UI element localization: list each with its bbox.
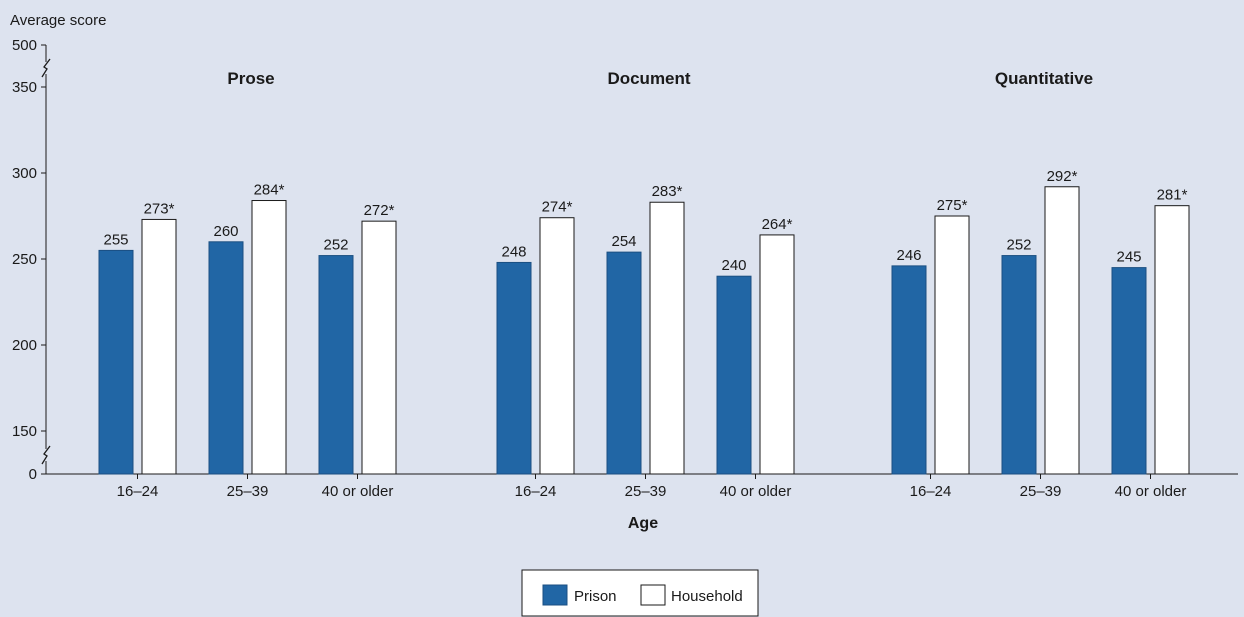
bar-prison xyxy=(716,275,752,475)
legend-label-prison: Prison xyxy=(574,588,617,605)
bar-household xyxy=(759,234,795,475)
data-label: 246 xyxy=(896,247,921,264)
legend: Prison Household xyxy=(521,569,759,617)
panel-title: Quantitative xyxy=(995,69,1093,88)
y-tick-label: 150 xyxy=(12,423,37,440)
bar-prison xyxy=(208,241,244,475)
data-label: 273* xyxy=(144,200,175,217)
bar-household xyxy=(141,218,177,475)
x-tick-label: 40 or older xyxy=(322,483,394,500)
data-label: 281* xyxy=(1157,187,1188,204)
axis-breaks xyxy=(41,58,51,465)
legend-swatch-prison xyxy=(542,584,568,606)
data-label: 275* xyxy=(937,197,968,214)
data-label: 274* xyxy=(542,199,573,216)
bar-prison xyxy=(496,261,532,475)
bar-prison xyxy=(606,251,642,475)
bar-household xyxy=(649,201,685,475)
legend-label-household: Household xyxy=(671,588,743,605)
x-tick-label: 16–24 xyxy=(515,483,557,500)
bar-prison xyxy=(1111,267,1147,475)
data-label: 245 xyxy=(1116,249,1141,266)
bar-household xyxy=(934,215,970,475)
legend-swatch-household xyxy=(640,584,666,606)
y-tick-label: 300 xyxy=(12,165,37,182)
data-label: 272* xyxy=(364,202,395,219)
data-label: 252 xyxy=(1006,237,1031,254)
y-tick-label: 500 xyxy=(12,37,37,54)
data-label: 283* xyxy=(652,183,683,200)
x-tick-label: 40 or older xyxy=(1115,483,1187,500)
y-tick-label: 200 xyxy=(12,337,37,354)
x-tick-label: 16–24 xyxy=(910,483,952,500)
data-label: 292* xyxy=(1047,168,1078,185)
x-tick-label: 40 or older xyxy=(720,483,792,500)
data-label: 284* xyxy=(254,182,285,199)
bar-household xyxy=(1154,205,1190,475)
bar-prison xyxy=(98,249,134,475)
data-label: 254 xyxy=(611,233,636,250)
data-label: 240 xyxy=(721,257,746,274)
bar-household xyxy=(1044,186,1080,475)
panel-title: Prose xyxy=(227,69,274,88)
bar-prison xyxy=(318,255,354,475)
bar-household xyxy=(251,200,287,475)
x-tick-label: 16–24 xyxy=(117,483,159,500)
panel-title: Document xyxy=(607,69,690,88)
y-tick-label: 250 xyxy=(12,251,37,268)
x-axis-title: Age xyxy=(628,515,658,532)
axis-break-mark xyxy=(41,58,51,78)
y-tick-label: 350 xyxy=(12,79,37,96)
data-label: 252 xyxy=(323,237,348,254)
data-label: 255 xyxy=(103,231,128,248)
x-tick-label: 25–39 xyxy=(1020,483,1062,500)
bar-household xyxy=(361,220,397,475)
axis-break-mark xyxy=(41,445,51,465)
data-label: 260 xyxy=(213,223,238,240)
bar-household xyxy=(539,217,575,475)
y-tick-label: 0 xyxy=(29,466,37,483)
y-ticks: 0 150 200 250 300 350 500 xyxy=(12,37,46,483)
bar-prison xyxy=(891,265,927,475)
data-label: 264* xyxy=(762,216,793,233)
data-label: 248 xyxy=(501,243,526,260)
x-tick-label: 25–39 xyxy=(227,483,269,500)
bar-prison xyxy=(1001,255,1037,475)
y-axis-title: Average score xyxy=(10,12,106,29)
panels: Prose 255 273* 16–24 260 284* 25–39 252 272* 40 o… xyxy=(98,69,1190,500)
x-tick-label: 25–39 xyxy=(625,483,667,500)
